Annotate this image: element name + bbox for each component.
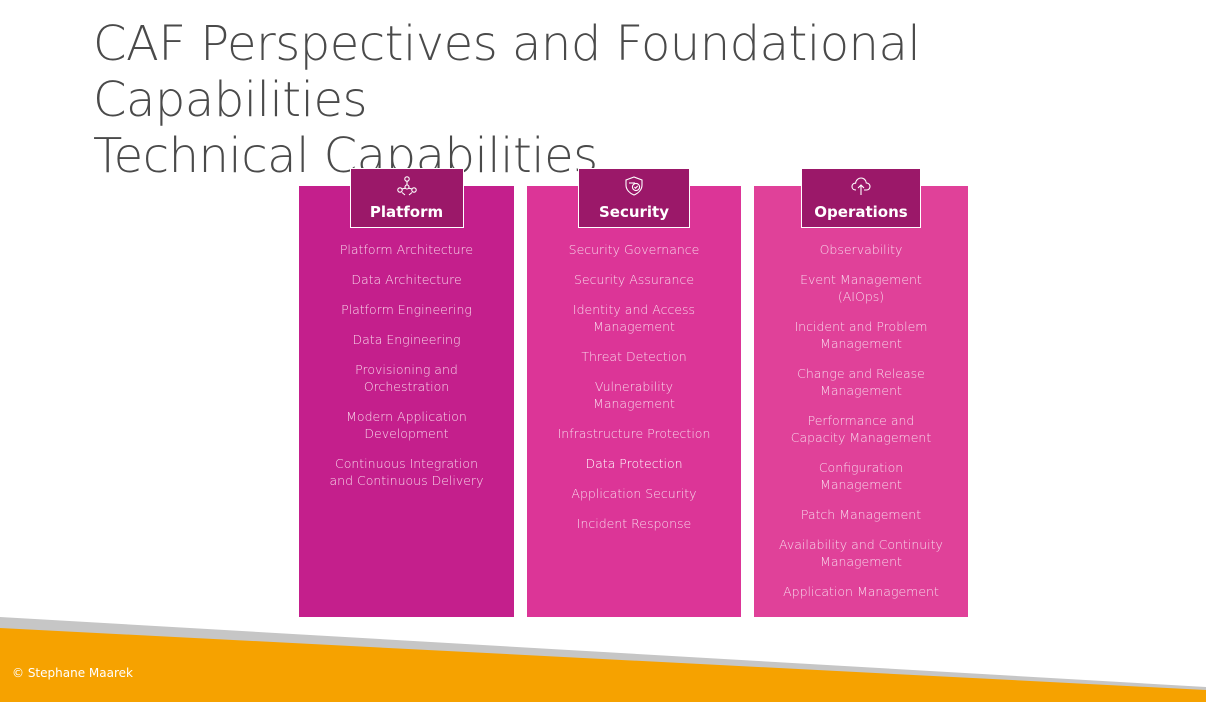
list-item: Identity and Access Management — [572, 302, 696, 334]
list-item: Vulnerability Management — [593, 379, 675, 411]
security-header: Security — [578, 168, 690, 228]
list-item: Platform Engineering — [341, 302, 472, 317]
list-item: Data Architecture — [351, 272, 462, 287]
list-item: Data Engineering — [352, 332, 461, 347]
security-column: Security Security Governance Security As… — [527, 168, 741, 617]
list-item: Configuration Management — [818, 460, 904, 492]
list-item: Incident and Problem Management — [794, 319, 928, 351]
copyright-text: © Stephane Maarek — [12, 666, 133, 680]
list-item: Application Management — [783, 584, 939, 599]
platform-capabilities: Platform Architecture Data Architecture … — [299, 241, 514, 502]
security-capabilities: Security Governance Security Assurance I… — [527, 241, 741, 545]
title-line-1: CAF Perspectives and Foundational Capabi… — [93, 16, 921, 128]
platform-header: Platform — [349, 168, 464, 228]
operations-header: Operations — [801, 168, 921, 228]
network-nodes-icon — [396, 176, 417, 196]
operations-capabilities: Observability Event Management (AIOps) I… — [754, 241, 968, 613]
list-item: Infrastructure Protection — [557, 426, 711, 441]
platform-column: Platform Platform Architecture Data Arch… — [299, 168, 514, 617]
platform-label: Platform — [369, 203, 444, 221]
list-item: Threat Detection — [581, 349, 687, 364]
list-item: Change and Release Management — [797, 366, 925, 398]
list-item: Security Assurance — [573, 272, 695, 287]
list-item: Platform Architecture — [339, 242, 474, 257]
cloud-upload-icon — [851, 177, 871, 195]
list-item: Performance and Capacity Management — [790, 413, 932, 445]
list-item: Provisioning and Orchestration — [355, 362, 458, 394]
list-item: Security Governance — [568, 242, 700, 257]
list-item: Modern Application Development — [346, 409, 467, 441]
list-item: Patch Management — [800, 507, 922, 522]
operations-column: Operations Observability Event Managemen… — [754, 168, 968, 617]
footer-orange-band — [0, 628, 1206, 702]
shield-check-icon — [625, 176, 643, 196]
list-item: Data Protection — [585, 456, 683, 471]
list-item: Application Security — [571, 486, 697, 501]
security-label: Security — [598, 203, 670, 221]
title-line-2: Technical Capabilities — [93, 128, 598, 184]
list-item: Incident Response — [576, 516, 692, 531]
list-item: Continuous Integration and Continuous De… — [329, 456, 484, 488]
operations-label: Operations — [814, 203, 908, 221]
slide-title: CAF Perspectives and Foundational Capabi… — [93, 16, 1206, 184]
list-item: Observability — [819, 242, 903, 257]
list-item: Availability and Continuity Management — [779, 537, 943, 569]
list-item: Event Management (AIOps) — [800, 272, 922, 304]
